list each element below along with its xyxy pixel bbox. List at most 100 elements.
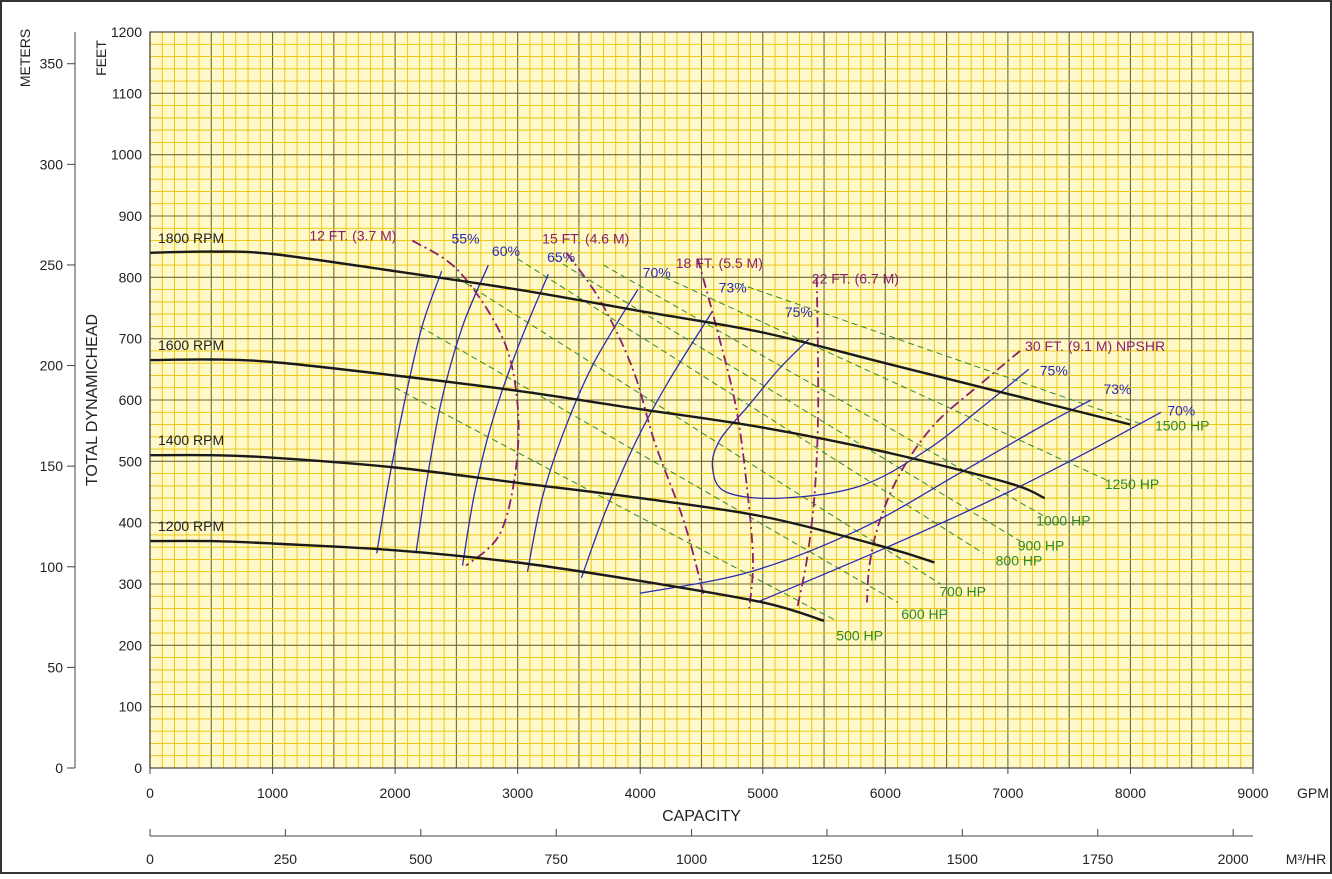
secondary-x-tick-label: 0	[146, 851, 154, 867]
secondary-y-tick-label: 350	[40, 56, 64, 72]
rpm-curve	[149, 539, 825, 622]
efficiency-curve	[461, 274, 549, 566]
x-tick-label: 7000	[992, 785, 1023, 801]
efficiency-label: 55%	[451, 231, 479, 247]
npshr-label: 22 FT. (6.7 M)	[812, 270, 899, 286]
hp-line	[517, 258, 984, 554]
efficiency-label: 60%	[492, 243, 520, 259]
npshr-label: 12 FT. (3.7 M)	[309, 228, 396, 244]
x-unit-label: GPM	[1297, 785, 1329, 801]
efficiency-label: 75%	[785, 304, 813, 320]
secondary-y-tick-label: 0	[55, 760, 63, 776]
secondary-y-tick-label: 50	[47, 659, 63, 675]
secondary-x-tick-label: 1000	[676, 851, 707, 867]
x-tick-label: 3000	[502, 785, 533, 801]
x-tick-label: 2000	[380, 785, 411, 801]
x-tick-label: 8000	[1115, 785, 1146, 801]
y-unit-label: FEET	[93, 40, 109, 76]
y-tick-label: 1000	[111, 147, 142, 163]
y-tick-label: 900	[119, 208, 143, 224]
rpm-curve	[149, 250, 1131, 426]
hp-label: 700 HP	[939, 583, 986, 599]
secondary-x-tick-label: 250	[274, 851, 298, 867]
rpm-curve	[149, 358, 1046, 500]
y-tick-label: 1200	[111, 24, 142, 40]
y-tick-label: 200	[119, 637, 143, 653]
efficiency-curve	[580, 310, 714, 579]
y-axis-title: TOTAL DYNAMICHEAD	[84, 314, 101, 486]
efficiency-curve	[526, 289, 639, 572]
hp-label: 500 HP	[836, 627, 883, 643]
secondary-x-tick-label: 2000	[1218, 851, 1249, 867]
efficiency-curve	[415, 264, 489, 554]
secondary-y-tick-label: 100	[40, 559, 64, 575]
y-tick-label: 600	[119, 392, 143, 408]
efficiency-curve	[711, 338, 1030, 500]
secondary-y-tick-label: 250	[40, 257, 64, 273]
npshr-label: 15 FT. (4.6 M)	[542, 231, 629, 247]
hp-line	[603, 264, 1045, 517]
x-tick-label: 5000	[747, 785, 778, 801]
y-tick-label: 1100	[112, 85, 142, 101]
hp-line	[664, 276, 1107, 481]
rpm-curve	[149, 453, 935, 564]
npshr-label: 30 FT. (9.1 M) NPSHR	[1025, 338, 1165, 354]
hp-line	[554, 258, 1021, 542]
hp-line	[419, 325, 898, 603]
y-tick-label: 800	[119, 269, 143, 285]
npshr-curve	[411, 239, 520, 567]
x-tick-label: 6000	[870, 785, 901, 801]
y-tick-label: 300	[119, 576, 143, 592]
y-tick-label: 400	[119, 515, 143, 531]
efficiency-curve	[640, 399, 1092, 594]
hp-label: 1250 HP	[1105, 476, 1159, 492]
efficiency-label: 73%	[719, 280, 747, 296]
secondary-y-tick-label: 300	[40, 156, 64, 172]
hp-label: 600 HP	[901, 606, 948, 622]
x-tick-label: 1000	[257, 785, 288, 801]
npshr-curve	[565, 252, 705, 597]
hp-label: 1000 HP	[1036, 513, 1090, 529]
rpm-label: 1600 RPM	[158, 337, 224, 353]
npshr-label: 18 FT. (5.5 M)	[676, 255, 763, 271]
hp-line	[738, 283, 1143, 425]
efficiency-curve	[376, 270, 443, 554]
y-tick-label: 700	[119, 331, 143, 347]
rpm-label: 1200 RPM	[158, 518, 224, 534]
npshr-curve	[866, 350, 1021, 603]
hp-label: 900 HP	[1018, 537, 1065, 553]
y-tick-label: 500	[119, 453, 143, 469]
x-axis-title: CAPACITY	[662, 808, 741, 825]
efficiency-label: 75%	[1040, 362, 1068, 378]
npshr-curve	[796, 277, 820, 609]
rpm-label: 1400 RPM	[158, 432, 224, 448]
x-tick-label: 9000	[1237, 785, 1268, 801]
plot-frame	[149, 31, 1254, 769]
secondary-x-tick-label: 500	[409, 851, 433, 867]
secondary-y-tick-label: 150	[40, 458, 64, 474]
hp-line	[394, 387, 837, 622]
efficiency-curve	[756, 411, 1162, 603]
efficiency-label: 65%	[547, 249, 575, 265]
efficiency-label: 70%	[643, 264, 671, 280]
secondary-y-tick-label: 200	[40, 358, 64, 374]
secondary-y-title: METERS	[17, 29, 33, 87]
y-tick-label: 100	[119, 699, 143, 715]
hp-label: 1500 HP	[1155, 418, 1209, 434]
secondary-x-tick-label: 750	[545, 851, 569, 867]
x-tick-label: 0	[146, 785, 154, 801]
npshr-curve	[696, 258, 754, 609]
y-tick-label: 0	[134, 760, 142, 776]
secondary-x-unit-label: M³/HR	[1286, 851, 1326, 867]
secondary-x-tick-label: 1750	[1082, 851, 1113, 867]
efficiency-label: 70%	[1167, 402, 1195, 418]
hp-line	[456, 276, 941, 585]
x-tick-label: 4000	[625, 785, 656, 801]
secondary-x-tick-label: 1500	[947, 851, 978, 867]
secondary-x-tick-label: 1250	[811, 851, 842, 867]
hp-label: 800 HP	[996, 553, 1043, 569]
efficiency-label: 73%	[1103, 381, 1131, 397]
rpm-label: 1800 RPM	[158, 230, 224, 246]
